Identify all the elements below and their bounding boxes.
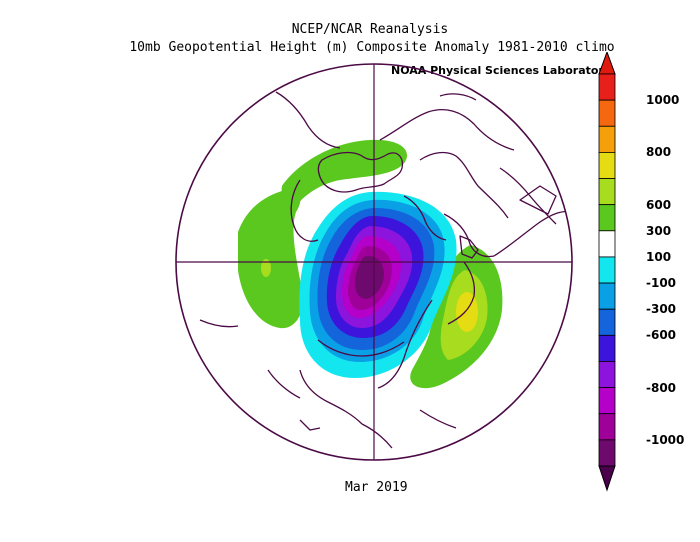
colorbar-tick-label: 800 [646,145,672,160]
colorbar-tick-label: 600 [646,197,672,212]
map-boundary [175,63,573,461]
colorbar-tick-label: 1000 [646,93,680,108]
colorbar-swatch [598,73,616,101]
vortex-core [355,256,384,299]
anomaly-field [199,91,572,449]
colorbar-tick-label: -300 [646,302,677,317]
colorbar-swatch [598,256,616,284]
colorbar-tick-label: -600 [646,328,677,343]
chart-title: NCEP/NCAR Reanalysis [291,22,449,37]
atlantic-high-core [456,292,478,332]
colorbar-over-arrow [598,52,616,75]
colorbar-swatch [598,282,616,310]
colorbar-swatch [598,178,616,206]
colorbar-swatch [598,308,616,336]
colorbar-swatch [598,334,616,362]
colorbar [598,52,616,492]
colorbar-tick-label: -1000 [646,432,685,447]
colorbar-swatch [598,361,616,389]
chart-subtitle: 10mb Geopotential Height (m) Composite A… [129,40,615,55]
colorbar-tick-label: 300 [646,223,672,238]
colorbar-tick-label: -100 [646,276,677,291]
source-label: NOAA Physical Sciences Laboratory [391,64,612,77]
siberian-high-region [281,139,408,212]
colorbar-swatch [598,413,616,441]
colorbar-tick-label: 100 [646,249,672,264]
pacific-high-core [261,259,271,277]
colorbar-swatch [598,125,616,153]
colorbar-swatch [598,439,616,467]
colorbar-swatch [598,152,616,179]
period-label: Mar 2019 [345,480,408,495]
colorbar-swatch [598,387,616,415]
continent-outlines [199,91,572,449]
pacific-high-region [238,189,303,329]
colorbar-tick-label: -800 [646,380,677,395]
colorbar-under-arrow [598,465,616,492]
colorbar-swatch [598,230,616,258]
colorbar-swatch [598,99,616,127]
colorbar-swatch [598,204,616,232]
